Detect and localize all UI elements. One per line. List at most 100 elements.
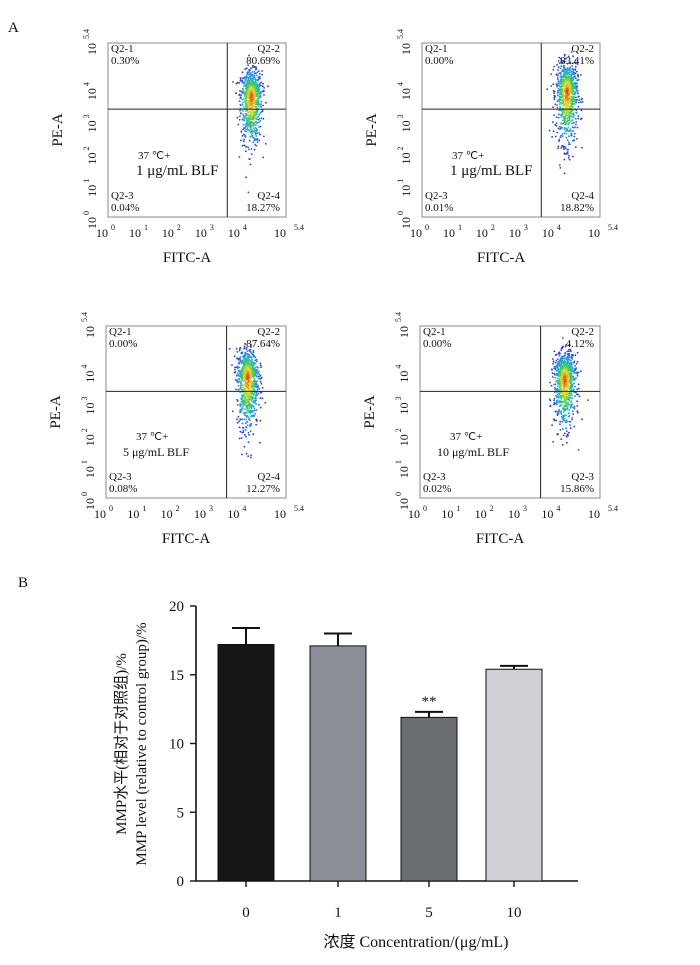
event-dot	[572, 410, 574, 413]
event-dot	[561, 382, 564, 384]
quadrant-percent: 0.30%	[111, 55, 139, 67]
event-dot	[260, 81, 262, 84]
event-dot	[248, 69, 251, 71]
x-tick-label: 5	[425, 905, 433, 921]
bar-0	[217, 644, 275, 882]
y-tick: 10 1	[80, 460, 97, 478]
event-dot	[262, 104, 265, 107]
event-dot	[564, 378, 567, 381]
quadrant-percent: 0.04%	[111, 202, 139, 214]
event-dot	[562, 81, 564, 83]
event-dot	[259, 406, 262, 409]
event-dot	[244, 422, 247, 425]
event-dot	[566, 67, 569, 69]
event-dot	[259, 375, 262, 377]
event-dot	[245, 428, 247, 431]
event-dot	[245, 384, 248, 387]
event-dot	[566, 88, 568, 91]
event-dot	[570, 80, 573, 83]
event-dot	[261, 73, 264, 76]
event-dot	[248, 349, 251, 352]
event-dot	[253, 361, 256, 364]
x-tick-exponent: 1	[458, 223, 462, 232]
event-dot	[577, 387, 580, 390]
event-dot	[260, 105, 262, 108]
y-axis-title: PE-A	[50, 113, 66, 147]
event-dot	[564, 123, 567, 126]
quadrant-percent: 80.69%	[246, 55, 280, 67]
event-dot	[560, 147, 563, 149]
event-dot	[240, 139, 242, 142]
event-dot	[247, 92, 250, 95]
y-tick: 10 1	[82, 179, 99, 197]
y-tick-exponent: 0	[394, 492, 403, 496]
event-dot	[571, 375, 574, 378]
event-dot	[577, 115, 580, 117]
event-dot	[238, 426, 241, 429]
x-tick-label: 10	[127, 507, 139, 521]
event-dot	[247, 367, 249, 370]
event-dot	[576, 371, 578, 374]
event-dot	[553, 399, 555, 402]
event-dots	[548, 337, 589, 451]
event-dot	[251, 130, 254, 133]
event-dot	[252, 90, 254, 93]
event-dot	[248, 101, 251, 104]
event-dot	[239, 348, 241, 350]
event-dot	[252, 351, 255, 354]
event-dot	[252, 118, 254, 121]
event-dot	[570, 372, 573, 375]
event-dot	[569, 380, 572, 383]
event-dot	[553, 419, 556, 422]
event-dot	[252, 64, 255, 67]
event-dot	[247, 411, 249, 414]
event-dot	[567, 157, 570, 159]
event-dot	[242, 431, 245, 433]
event-dot	[261, 387, 264, 389]
y-tick-exponent: 0	[396, 211, 405, 215]
event-dot	[237, 357, 240, 360]
event-dot	[561, 355, 564, 358]
event-dot	[242, 109, 244, 112]
event-dot	[248, 356, 251, 359]
event-dot	[546, 88, 549, 91]
event-dot	[245, 67, 248, 70]
event-dot	[563, 146, 565, 149]
event-dot	[246, 79, 249, 82]
event-dot	[556, 379, 559, 382]
event-dot	[556, 85, 558, 88]
event-dot	[248, 406, 251, 408]
event-dot	[568, 348, 570, 351]
event-dot	[238, 156, 241, 158]
event-dot	[568, 408, 571, 411]
y-tick-label: 10	[399, 43, 413, 55]
event-dot	[238, 82, 241, 84]
event-dot	[253, 73, 256, 75]
event-dot	[564, 72, 567, 75]
event-dot	[565, 114, 568, 117]
event-dot	[253, 82, 255, 84]
event-dot	[253, 91, 256, 93]
y-tick-exponent: 3	[80, 396, 89, 400]
event-dot	[557, 372, 559, 375]
y-tick: 10 2	[82, 147, 99, 165]
event-dot	[559, 401, 561, 404]
event-dot	[559, 88, 562, 91]
event-dot	[553, 92, 555, 95]
event-dot	[238, 349, 241, 352]
event-dot	[569, 401, 572, 403]
quadrant-name: Q2-1	[111, 43, 134, 55]
quadrant-name: Q2-2	[257, 326, 280, 338]
x-tick-label: 10	[588, 507, 600, 521]
event-dot	[567, 91, 570, 94]
event-dot	[253, 408, 256, 410]
event-dot	[566, 148, 569, 151]
event-dot	[258, 126, 260, 128]
y-tick-exponent: 2	[82, 147, 91, 151]
event-dot	[240, 96, 243, 99]
event-dot	[556, 358, 559, 361]
event-dot	[553, 98, 556, 100]
event-dot	[553, 372, 555, 375]
x-tick-label: 10	[441, 507, 453, 521]
event-dot	[239, 381, 242, 384]
